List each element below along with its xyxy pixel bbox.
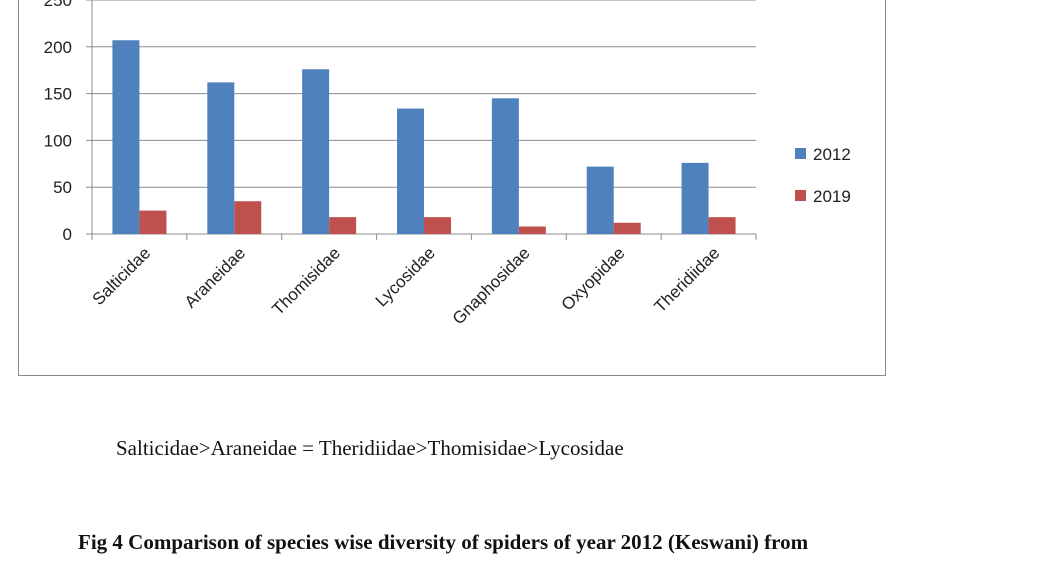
figure-caption: Fig 4 Comparison of species wise diversi… — [78, 530, 809, 554]
y-tick-label: 200 — [44, 38, 72, 57]
ranking-text: Salticidae>Araneidae = Theridiidae>Thomi… — [116, 436, 624, 460]
y-tick-label: 250 — [44, 0, 72, 10]
x-category-label: Lycosidae — [372, 243, 439, 310]
bar-2012-thomisidae — [302, 69, 330, 234]
y-tick-label: 0 — [63, 225, 72, 244]
y-tick-label: 50 — [53, 178, 72, 197]
legend-swatch-2012 — [795, 148, 806, 159]
bar-2012-araneidae — [207, 82, 235, 234]
legend-label-2019: 2019 — [813, 187, 851, 206]
bar-2019-gnaphosidae — [518, 226, 546, 234]
bar-chart: 0 50 100 150 200 250 Salticidae Araneidae Thomis… — [44, 0, 851, 328]
bar-2019-lycosidae — [424, 217, 451, 234]
x-category-label: Gnaphosidae — [449, 243, 534, 328]
bar-2012-theridiidae — [681, 162, 709, 234]
bar-2012-oxyopidae — [586, 166, 614, 234]
x-category-label: Araneidae — [181, 243, 249, 311]
y-tick-label: 100 — [44, 131, 72, 150]
bar-2012-lycosidae — [397, 108, 424, 234]
bar-2019-araneidae — [234, 201, 262, 234]
x-category-label: Oxyopidae — [558, 243, 629, 314]
legend-swatch-2019 — [795, 190, 806, 201]
x-category-label: Thomisidae — [268, 243, 344, 319]
bar-2012-gnaphosidae — [491, 98, 519, 234]
bar-2019-salticidae — [139, 210, 167, 234]
chart-frame — [18, 0, 886, 376]
bar-2019-theridiidae — [708, 217, 736, 234]
bar-2012-salticidae — [112, 40, 140, 234]
x-category-label: Theridiidae — [650, 243, 723, 316]
bar-2019-oxyopidae — [613, 222, 641, 234]
x-category-label: Salticidae — [89, 243, 155, 309]
y-tick-label: 150 — [44, 85, 72, 104]
bar-2019-thomisidae — [329, 217, 357, 234]
legend-label-2012: 2012 — [813, 145, 851, 164]
